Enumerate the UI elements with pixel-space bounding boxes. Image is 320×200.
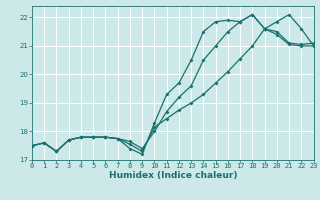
X-axis label: Humidex (Indice chaleur): Humidex (Indice chaleur) bbox=[108, 171, 237, 180]
